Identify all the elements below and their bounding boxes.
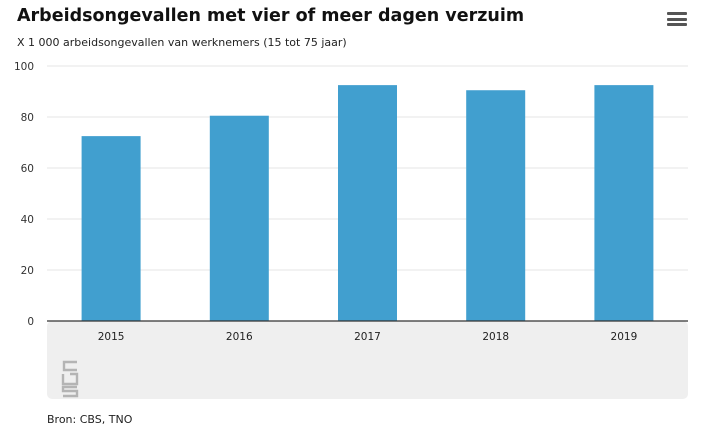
x-tick-label: 2018 (482, 331, 509, 343)
y-tick-labels: 0 20 40 60 80 100 (14, 61, 34, 328)
y-tick-label: 20 (21, 265, 34, 277)
x-tick-label: 2016 (226, 331, 253, 343)
bar-2018[interactable] (466, 90, 526, 321)
y-tick-label: 100 (14, 61, 34, 73)
bar-2017[interactable] (338, 85, 397, 321)
bar-2015[interactable] (81, 136, 141, 321)
y-tick-label: 40 (21, 214, 34, 226)
chart-subtitle: X 1 000 arbeidsongevallen van werknemers… (17, 36, 347, 49)
footer-panel (47, 321, 688, 399)
x-tick-label: 2017 (354, 331, 381, 343)
x-tick-label: 2019 (611, 331, 638, 343)
source-note: Bron: CBS, TNO (47, 413, 133, 426)
y-tick-label: 80 (21, 112, 34, 124)
cbs-logo-icon (61, 360, 79, 398)
hamburger-menu-icon[interactable] (667, 12, 687, 30)
y-tick-label: 60 (21, 163, 34, 175)
x-tick-label: 2015 (98, 331, 125, 343)
x-tick-labels: 2015 2016 2017 2018 2019 (98, 331, 638, 343)
y-tick-label: 0 (27, 316, 34, 328)
bar-2016[interactable] (209, 115, 269, 321)
chart-title: Arbeidsongevallen met vier of meer dagen… (17, 6, 525, 26)
bar-2019[interactable] (594, 85, 654, 321)
bars (81, 85, 654, 321)
